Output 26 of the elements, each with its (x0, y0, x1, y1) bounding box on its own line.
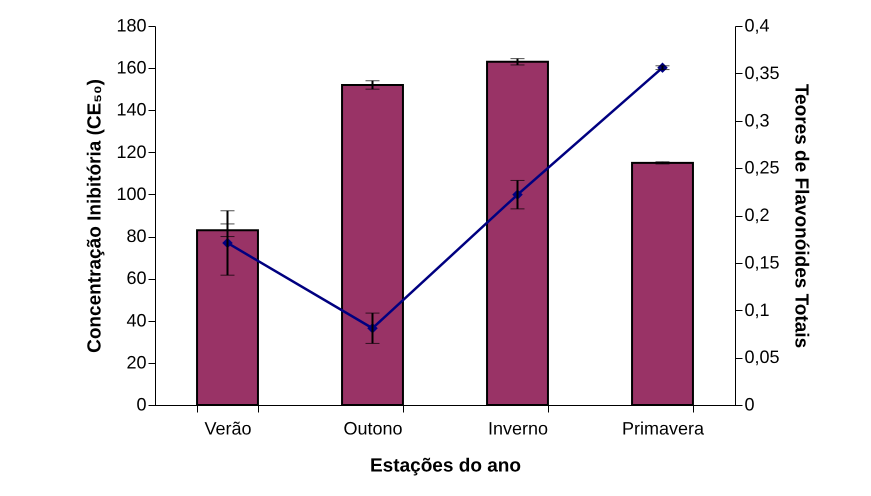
y-axis-title: Concentração Inibitória (CE₅₀) (84, 79, 106, 353)
y-tick-label: 180 (116, 16, 146, 36)
y2-tick-label: 0,35 (744, 62, 780, 83)
y2-tick-label: 0,25 (744, 158, 780, 178)
x-axis-title: Estações do ano (370, 456, 521, 476)
x-tick-label: Verão (204, 418, 252, 438)
y2-axis-title: Teores de Flavonóides Totais (790, 84, 812, 348)
y2-tick-label: 0 (744, 394, 755, 414)
y-tick-label: 120 (116, 142, 146, 162)
y2-tick-label: 0,2 (744, 205, 770, 225)
y-tick-label: 80 (126, 226, 146, 246)
y2-tick-label: 0,3 (744, 110, 770, 130)
y-tick-label: 100 (116, 184, 146, 204)
x-tick-label: Outono (343, 418, 403, 438)
y-tick-label: 60 (126, 268, 146, 288)
x-tick-label: Primavera (622, 418, 705, 438)
y-tick-label: 40 (126, 310, 146, 330)
y2-tick-label: 0,05 (744, 347, 780, 368)
y-tick-label: 160 (116, 58, 146, 78)
y2-tick-label: 0,1 (744, 300, 770, 320)
y-tick-label: 0 (136, 394, 146, 414)
y2-tick-label: 0,15 (744, 252, 780, 272)
y-tick-label: 20 (126, 352, 146, 372)
x-tick-label: Inverno (488, 418, 548, 438)
y2-tick-label: 0,4 (744, 16, 770, 36)
y-tick-label: 140 (116, 100, 146, 120)
